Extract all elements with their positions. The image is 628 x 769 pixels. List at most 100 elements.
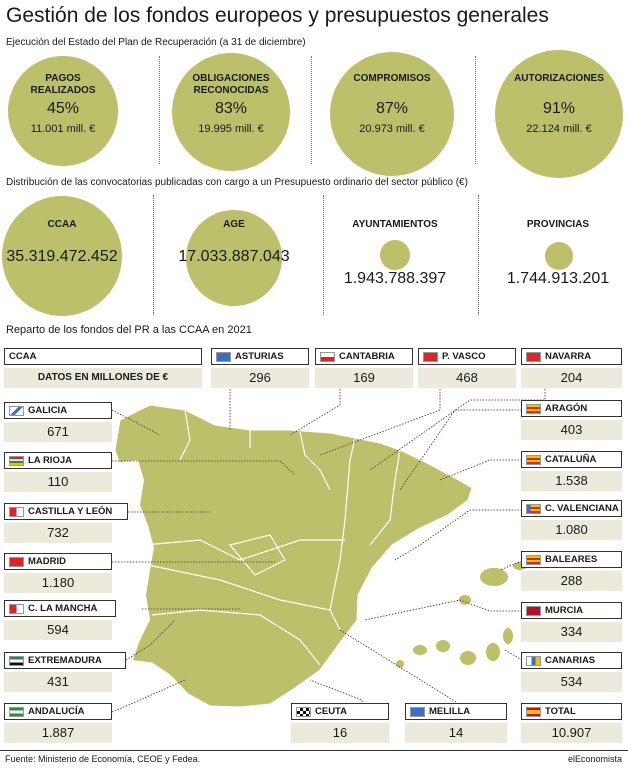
divider: [311, 56, 312, 164]
label-extremadura: EXTREMADURA: [4, 652, 126, 669]
obligaciones-percent: 83%: [214, 100, 248, 117]
ccaa-header-units: DATOS EN MILLONES DE €: [4, 368, 202, 388]
label-rioja: LA RIOJA: [4, 452, 112, 469]
label-pvasco: P. VASCO: [418, 348, 516, 365]
ccaa-circle: [2, 196, 122, 316]
pvasco-flag-icon: [423, 351, 438, 362]
value-murcia: 334: [521, 622, 622, 642]
label-madrid: MADRID: [4, 553, 112, 570]
value-melilla: 14: [405, 723, 507, 743]
section2-subtitle: Distribución de las convocatorias public…: [6, 177, 468, 188]
autorizaciones-percent: 91%: [542, 100, 576, 117]
provincias-circle: [545, 242, 573, 270]
ccaa-label: CCAA: [47, 219, 77, 230]
canarias-island: [503, 628, 513, 644]
canarias-island: [460, 651, 476, 665]
provincias-label: PROVINCIAS: [526, 219, 590, 230]
canarias-island: [413, 645, 427, 655]
spain-flag-icon: [526, 706, 541, 717]
pagos-percent: 45%: [46, 100, 80, 117]
footer-rule: [0, 750, 628, 751]
label-melilla: MELILLA: [405, 703, 507, 720]
obligaciones-amount: 19.995 mill. €: [198, 123, 264, 135]
label-cantabria: CANTABRIA: [315, 348, 413, 365]
brand-logo: elEconomista: [567, 754, 622, 764]
value-extremadura: 431: [4, 672, 112, 692]
value-galicia: 671: [4, 422, 112, 442]
pagos-label: PAGOS REALIZADOS: [30, 73, 96, 96]
canarias-island: [486, 643, 500, 661]
baleares-flag-icon: [526, 554, 541, 565]
age-value: 17.033.887.043: [178, 248, 290, 265]
value-pvasco: 468: [418, 368, 516, 388]
ayuntamientos-label: AYUNTAMIENTOS: [352, 219, 438, 230]
divider: [153, 195, 154, 315]
obligaciones-circle: [172, 53, 290, 171]
region-borders: [144, 409, 401, 666]
age-label: AGE: [223, 219, 245, 230]
label-murcia: MURCIA: [521, 602, 622, 619]
value-cantabria: 169: [315, 368, 413, 388]
label-canarias: CANARIAS: [521, 652, 622, 669]
value-aragon: 403: [521, 420, 622, 440]
melilla-flag-icon: [410, 706, 425, 717]
value-lamancha: 594: [4, 620, 112, 640]
canarias-flag-icon: [526, 655, 541, 666]
obligaciones-label: OBLIGACIONES RECONOCIDAS: [192, 73, 270, 96]
value-rioja: 110: [4, 472, 112, 492]
cataluna-flag-icon: [526, 454, 541, 465]
value-valenciana: 1.080: [521, 520, 622, 540]
autorizaciones-label: AUTORIZACIONES: [514, 73, 604, 84]
compromisos-label: COMPROMISOS: [353, 73, 431, 84]
ayuntamientos-value: 1.943.788.397: [343, 270, 447, 287]
value-castillaleon: 732: [4, 523, 112, 543]
value-canarias: 534: [521, 672, 622, 692]
galicia-flag-icon: [9, 405, 24, 416]
value-cataluna: 1.538: [521, 471, 622, 491]
compromisos-amount: 20.973 mill. €: [359, 123, 425, 135]
value-madrid: 1.180: [4, 573, 112, 593]
value-total: 10.907: [521, 723, 622, 743]
extremadura-flag-icon: [9, 655, 24, 666]
label-aragon: ARAGÓN: [521, 400, 622, 417]
asturias-flag-icon: [216, 351, 231, 362]
divider: [323, 195, 324, 315]
ccaa-header-label: CCAA: [4, 348, 202, 365]
andalucia-flag-icon: [9, 706, 24, 717]
label-andalucia: ANDALUCÍA: [4, 703, 112, 720]
value-baleares: 288: [521, 571, 622, 591]
label-valenciana: C. VALENCIANA: [521, 500, 622, 517]
murcia-flag-icon: [526, 605, 541, 616]
peninsula-shape: [114, 404, 473, 708]
navarra-flag-icon: [526, 351, 541, 362]
value-ceuta: 16: [291, 723, 389, 743]
age-circle: [186, 210, 282, 306]
page-title: Gestión de los fondos europeos y presupu…: [6, 4, 549, 27]
cantabria-flag-icon: [320, 351, 335, 362]
label-baleares: BALEARES: [521, 551, 622, 568]
label-cataluna: CATALUÑA: [521, 451, 622, 468]
divider: [159, 56, 160, 164]
label-lamancha: C. LA MANCHA: [4, 600, 116, 617]
label-navarra: NAVARRA: [521, 348, 622, 365]
label-castillaleon: CASTILLA Y LEÓN: [4, 503, 128, 520]
lamancha-flag-icon: [9, 603, 24, 614]
label-ceuta: CEUTA: [291, 703, 389, 720]
castillaleon-flag-icon: [9, 506, 24, 517]
rioja-flag-icon: [9, 455, 24, 466]
ceuta-flag-icon: [296, 706, 311, 717]
canarias-island: [436, 640, 450, 652]
compromisos-circle: [330, 52, 454, 176]
section3-subtitle: Reparto de los fondos del PR a las CCAA …: [6, 324, 252, 336]
ibiza-shape: [459, 595, 471, 605]
leader-lines: [111, 389, 546, 713]
value-asturias: 296: [211, 368, 309, 388]
aragon-flag-icon: [526, 403, 541, 414]
madrid-flag-icon: [9, 556, 24, 567]
canarias-island: [396, 660, 404, 668]
value-navarra: 204: [521, 368, 622, 388]
label-galicia: GALICIA: [4, 402, 112, 419]
provincias-value: 1.744.913.201: [506, 270, 610, 287]
divider: [478, 195, 479, 315]
autorizaciones-amount: 22.124 mill. €: [526, 123, 592, 135]
